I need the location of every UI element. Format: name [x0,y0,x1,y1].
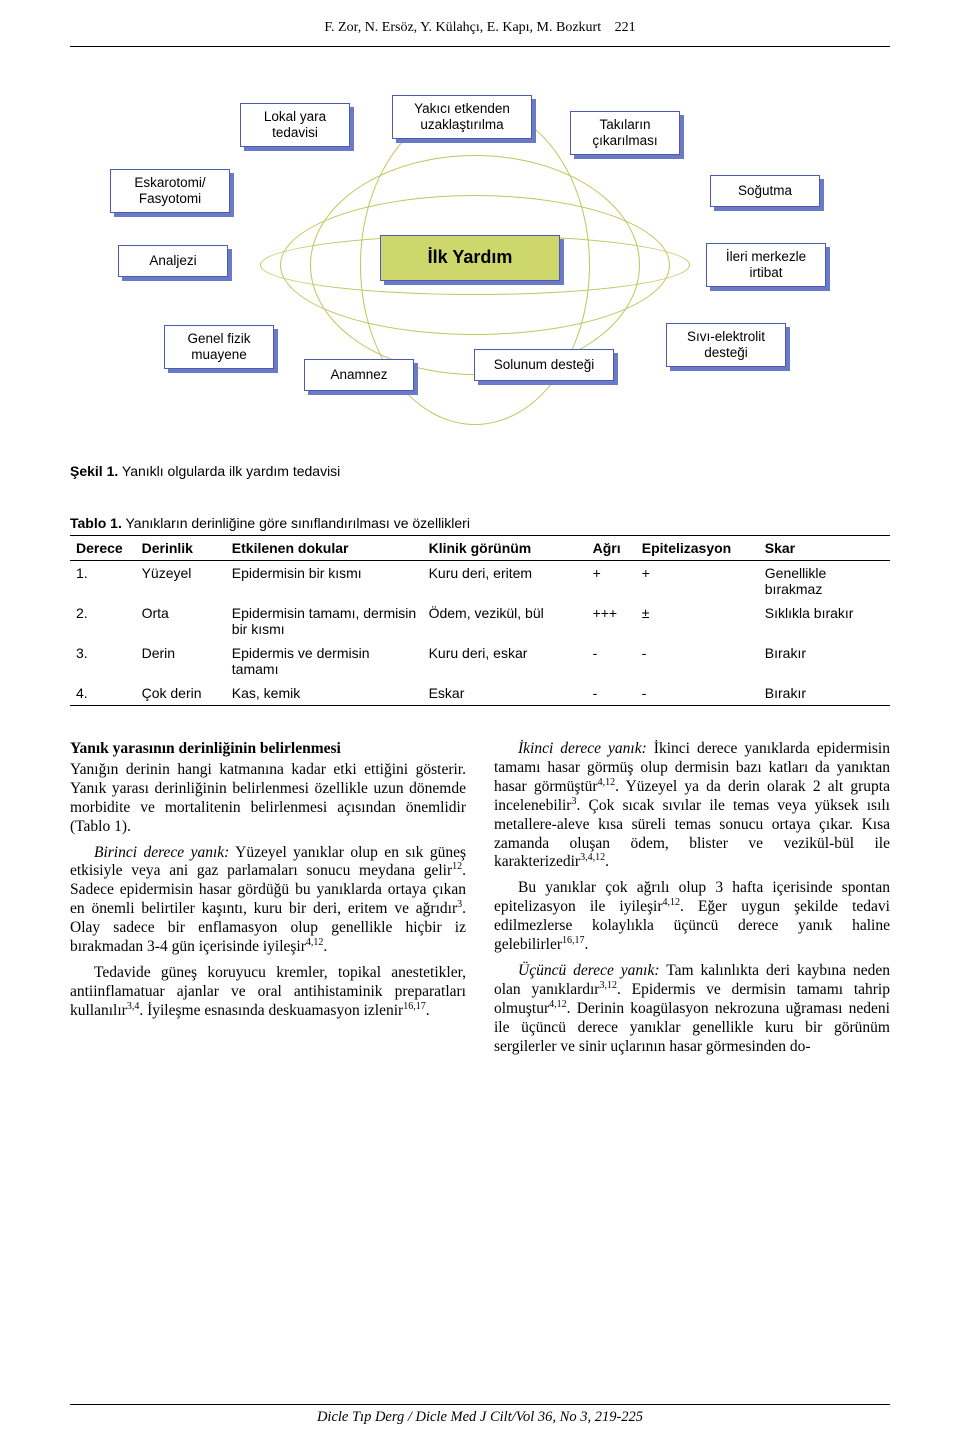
figure-caption: Şekil 1. Yanıklı olgularda ilk yardım te… [70,463,890,479]
first-aid-diagram: Lokal yaratedavisi Yakıcı etkendenuzakla… [70,75,890,445]
figure-text: Yanıklı olgularda ilk yardım tedavisi [118,463,340,479]
table-cell: + [587,561,636,602]
node-lokal-yara: Lokal yaratedavisi [240,103,350,147]
table-caption: Tablo 1. Yanıkların derinliğine göre sın… [70,515,890,531]
table-row: 3.DerinEpidermis ve dermisin tamamıKuru … [70,641,890,681]
node-ileri: İleri merkezleirtibat [706,243,826,287]
left-p2: Birinci derece yanık: Yüzeyel yanıklar o… [70,844,466,957]
classification-table: DereceDerinlikEtkilenen dokularKlinik gö… [70,535,890,706]
table-cell: - [636,681,759,706]
table-cell: Epidermisin bir kısmı [226,561,423,602]
node-sivi: Sıvı-elektrolitdesteği [666,323,786,367]
right-p1: İkinci derece yanık: İkinci derece yanık… [494,740,890,872]
node-anamnez: Anamnez [304,359,414,391]
table-cell: Bırakır [759,681,890,706]
section-heading: Yanık yarasının derinliğinin belirlenmes… [70,740,466,759]
table-cell: Kuru deri, eritem [423,561,587,602]
node-yakici: Yakıcı etkendenuzaklaştırılma [392,95,532,139]
right-p3: Üçüncü derece yanık: Tam kalınlıkta deri… [494,962,890,1057]
table-cell: Genellikle bırakmaz [759,561,890,602]
header-rule [70,46,890,47]
figure-label: Şekil 1. [70,463,118,479]
node-genel-fizik: Genel fizikmuayene [164,325,274,369]
header-authors: F. Zor, N. Ersöz, Y. Külahçı, E. Kapı, M… [324,20,601,35]
table-header-cell: Klinik görünüm [423,536,587,561]
table-header-cell: Ağrı [587,536,636,561]
table-cell: - [587,681,636,706]
table-cell: + [636,561,759,602]
left-p1: Yanığın derinin hangi katmanına kadar et… [70,761,466,837]
table-cell: 4. [70,681,136,706]
node-analjezi: Analjezi [118,245,228,277]
running-header: F. Zor, N. Ersöz, Y. Külahçı, E. Kapı, M… [70,20,890,36]
node-center: İlk Yardım [380,235,560,281]
table-cell: - [636,641,759,681]
run-in-3: Üçüncü derece yanık: [518,962,660,979]
table-label: Tablo 1. [70,515,122,531]
table-header-cell: Skar [759,536,890,561]
table-header-cell: Derece [70,536,136,561]
table-cell: Epidermis ve dermisin tamamı [226,641,423,681]
right-p2: Bu yanıklar çok ağrılı olup 3 hafta içer… [494,879,890,955]
page-footer: Dicle Tıp Derg / Dicle Med J Cilt/Vol 36… [0,1404,960,1426]
header-page-number: 221 [615,20,636,35]
table-row: 1.YüzeyelEpidermisin bir kısmıKuru deri,… [70,561,890,602]
table-cell: 3. [70,641,136,681]
table-cell: 2. [70,601,136,641]
footer-rule [70,1404,890,1405]
table-cell: Kuru deri, eskar [423,641,587,681]
table-cell: - [587,641,636,681]
table-cell: Ödem, vezikül, bül [423,601,587,641]
run-in-2: İkinci derece yanık: [518,740,647,757]
table-row: 2.OrtaEpidermisin tamamı, dermisin bir k… [70,601,890,641]
table-header-cell: Derinlik [136,536,226,561]
table-cell: Sıklıkla bırakır [759,601,890,641]
table-body: 1.YüzeyelEpidermisin bir kısmıKuru deri,… [70,561,890,706]
node-eskarotomi: Eskarotomi/Fasyotomi [110,169,230,213]
table-cell: 1. [70,561,136,602]
left-p3: Tedavide güneş koruyucu kremler, topikal… [70,964,466,1021]
right-column: İkinci derece yanık: İkinci derece yanık… [494,740,890,1064]
footer-text: Dicle Tıp Derg / Dicle Med J Cilt/Vol 36… [317,1409,643,1425]
node-sogutma: Soğutma [710,175,820,207]
table-header-row: DereceDerinlikEtkilenen dokularKlinik gö… [70,536,890,561]
table-cell: Orta [136,601,226,641]
table-cell: +++ [587,601,636,641]
table-cell: Kas, kemik [226,681,423,706]
table-row: 4.Çok derinKas, kemikEskar--Bırakır [70,681,890,706]
table-header-cell: Etkilenen dokular [226,536,423,561]
table-header-cell: Epitelizasyon [636,536,759,561]
table-cell: ± [636,601,759,641]
run-in-1: Birinci derece yanık: [94,844,229,861]
table-cell: Çok derin [136,681,226,706]
node-takilarin: Takılarınçıkarılması [570,111,680,155]
left-column: Yanık yarasının derinliğinin belirlenmes… [70,740,466,1064]
table-cell: Yüzeyel [136,561,226,602]
table-cell: Derin [136,641,226,681]
node-solunum: Solunum desteği [474,349,614,381]
table-caption-text: Yanıkların derinliğine göre sınıflandırı… [122,515,470,531]
table-cell: Epidermisin tamamı, dermisin bir kısmı [226,601,423,641]
table-cell: Eskar [423,681,587,706]
table-cell: Bırakır [759,641,890,681]
